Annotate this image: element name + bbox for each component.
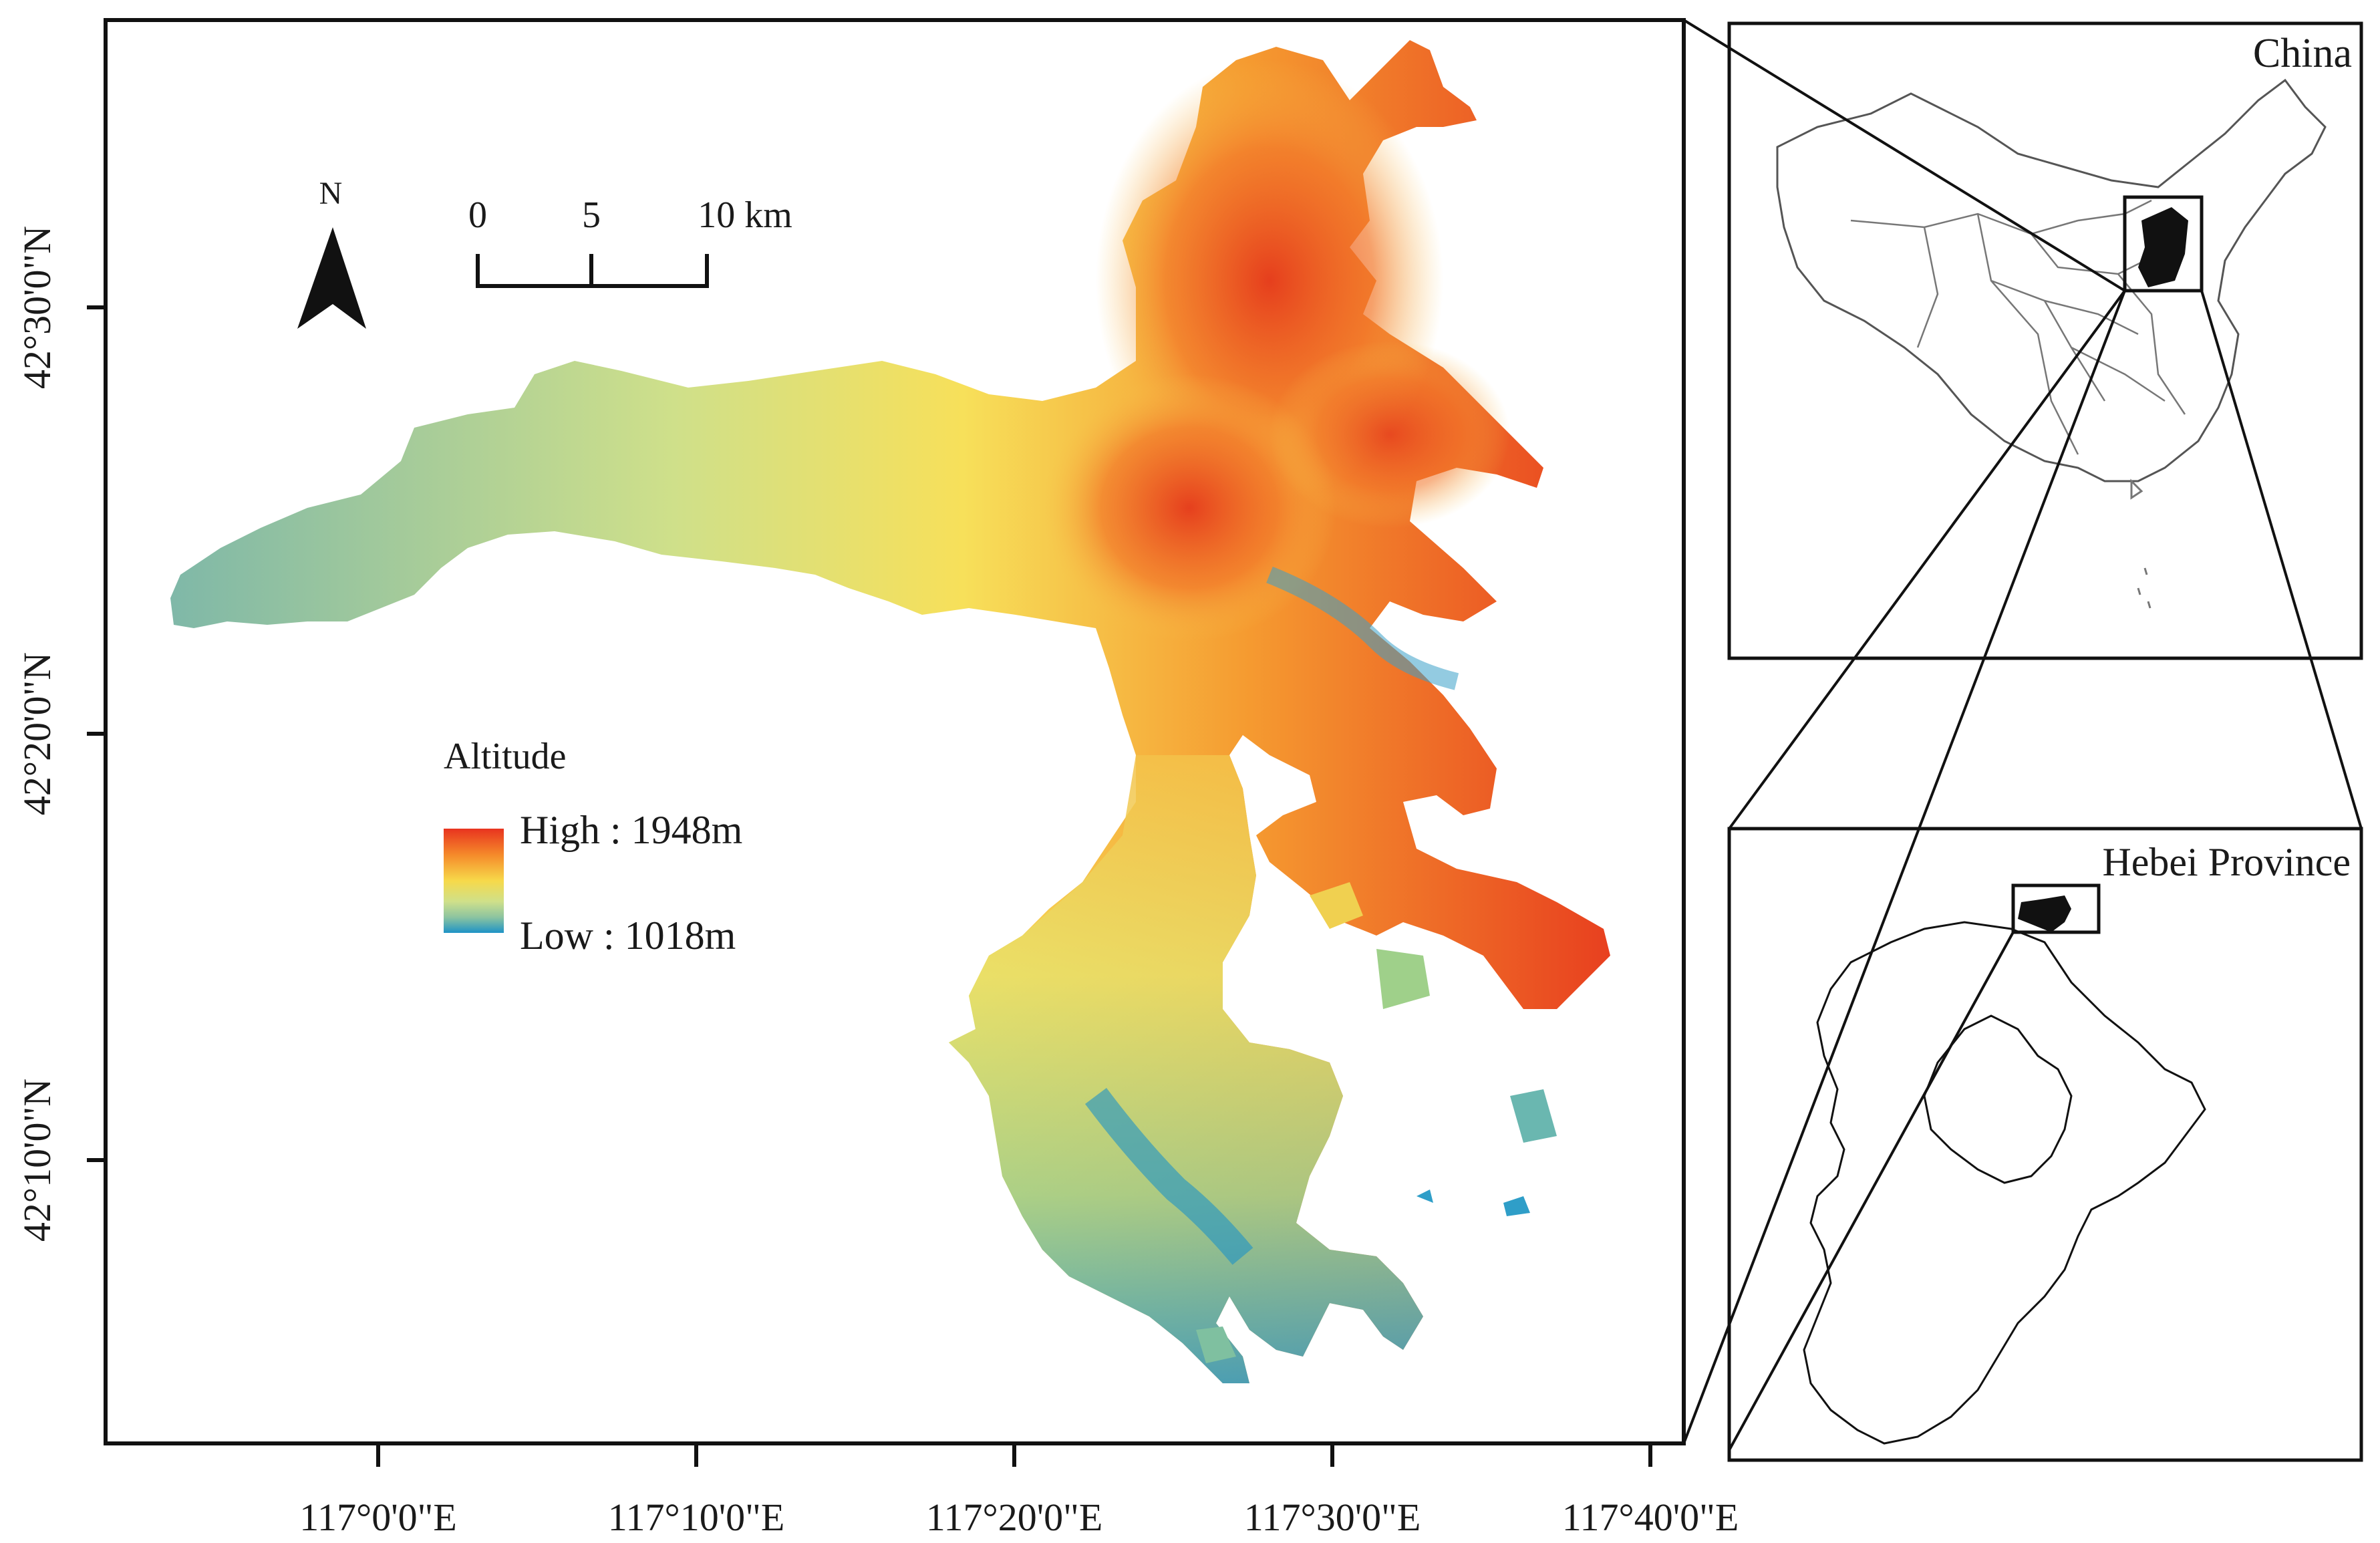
scale-label-10: 10 km [698, 194, 792, 236]
china-inset-title: China [2253, 31, 2352, 76]
scale-bar: 0 5 10 km [468, 194, 792, 288]
terrain-peak-east [1270, 341, 1510, 528]
china-inset: China [1727, 21, 2363, 660]
china-locator-box [2123, 195, 2204, 293]
lat-tick-label-1: 42°30'0"N [15, 226, 59, 389]
hebei-beijing-tianjin-outline [1923, 1014, 2073, 1184]
terrain-valley-south [1085, 1087, 1253, 1265]
connector-china-to-hebei-2 [1728, 289, 2126, 830]
lon-tick-label-5: 117°40'0"E [1562, 1496, 1739, 1539]
legend-color-ramp [444, 829, 504, 933]
legend-low-label: Low : 1018m [520, 914, 736, 958]
hebei-inset-title: Hebei Province [2102, 840, 2351, 884]
north-arrow-label: N [319, 176, 343, 211]
hebei-inset: Hebei Province [1727, 827, 2363, 1462]
longitude-axis: 117°0'0"E 117°10'0"E 117°20'0"E 117°30'0… [299, 1443, 1739, 1539]
connector-main-to-china-1 [1682, 19, 2126, 292]
terrain-island-1 [1310, 882, 1363, 929]
scale-label-5: 5 [582, 194, 601, 236]
study-area-terrain [170, 40, 1610, 1383]
lat-tick-label-2: 42°20'0"N [15, 652, 59, 815]
inset-connector-lines [1682, 19, 2363, 1451]
connector-hebei-to-main [1728, 932, 2015, 1451]
lon-tick-label-4: 117°30'0"E [1244, 1496, 1421, 1539]
scale-label-0: 0 [468, 194, 487, 236]
terrain-peak-central [1042, 374, 1336, 642]
terrain-valley-east [1266, 566, 1459, 690]
china-highlight-region [2138, 207, 2188, 287]
lon-tick-label-3: 117°20'0"E [926, 1496, 1103, 1539]
terrain-island-5 [1417, 1189, 1433, 1203]
legend-high-label: High : 1948m [520, 808, 742, 852]
lat-tick-label-3: 42°10'0"N [15, 1079, 59, 1242]
china-inset-frame [1727, 21, 2363, 660]
connector-china-to-hebei-1 [2200, 290, 2363, 829]
legend-title: Altitude [444, 736, 567, 777]
terrain-island-4 [1503, 1196, 1530, 1216]
hebei-study-area [2018, 895, 2071, 932]
lon-tick-label-1: 117°0'0"E [299, 1496, 457, 1539]
connector-main-to-china-2 [1682, 290, 2126, 1444]
terrain-island-6 [1196, 1326, 1236, 1363]
terrain-island-3 [1510, 1089, 1557, 1143]
hebei-locator-box [2011, 883, 2101, 934]
lon-tick-label-2: 117°10'0"E [608, 1496, 785, 1539]
north-arrow-icon [297, 227, 366, 329]
china-outline [1776, 78, 2327, 482]
hebei-outline [1803, 921, 2206, 1445]
north-arrow: N [297, 176, 366, 329]
terrain-island-2 [1376, 949, 1430, 1009]
scale-bar-line [476, 254, 709, 288]
china-islands [2130, 478, 2151, 609]
latitude-axis: 42°30'0"N 42°20'0"N 42°10'0"N [15, 226, 106, 1242]
altitude-legend: Altitude High : 1948m Low : 1018m [444, 736, 742, 958]
terrain-south-lobe [949, 755, 1423, 1383]
